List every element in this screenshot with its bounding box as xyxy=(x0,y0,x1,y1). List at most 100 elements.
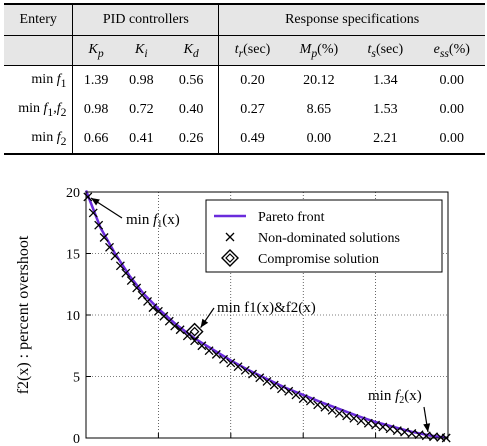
non-dominated-point xyxy=(99,233,109,242)
non-dominated-point xyxy=(334,408,344,418)
non-dominated-point xyxy=(378,422,388,432)
col-ki: Ki xyxy=(118,35,164,66)
non-dominated-point xyxy=(115,261,125,271)
non-dominated-point xyxy=(320,402,330,412)
non-dominated-point xyxy=(313,400,323,410)
compromise-point-inner xyxy=(189,326,200,337)
table-cell: 0.66 xyxy=(72,124,119,155)
plot-frame xyxy=(85,191,449,439)
annotation-min-f2: min f2(x) xyxy=(368,388,422,406)
annotation-min-f1: min f1(x) xyxy=(126,212,180,230)
non-dominated-point xyxy=(94,220,104,230)
y-tick-label: 15 xyxy=(66,248,80,263)
non-dominated-point xyxy=(392,426,402,436)
non-dominated-point xyxy=(132,283,142,293)
non-dominated-point xyxy=(240,365,250,375)
non-dominated-point xyxy=(407,428,417,438)
legend: Pareto front Non-dominated solutions Compr… xyxy=(205,199,443,273)
legend-label: Non-dominated solutions xyxy=(258,231,400,246)
table-row: min f1 1.39 0.98 0.56 0.20 20.12 1.34 0.… xyxy=(4,65,485,95)
table-cell: 0.00 xyxy=(418,124,485,155)
table-cell: 0.49 xyxy=(218,124,286,155)
annotations: min f1(x) min f1(x)&f2(x) min f2(x) xyxy=(90,197,431,433)
header-blank xyxy=(4,35,74,66)
col-mp: Mp(%) xyxy=(285,35,353,66)
table-cell: 20.12 xyxy=(303,72,335,88)
pareto-chart: 0 5 10 15 20 f2(x) : percent overshoot Paret… xyxy=(15,186,451,446)
legend-diamond-swatch xyxy=(221,249,239,267)
y-tick-label: 5 xyxy=(73,371,80,386)
row-label-min-f2: min f2 xyxy=(4,124,74,155)
non-dominated-point xyxy=(126,276,136,286)
non-dominated-point xyxy=(219,354,229,364)
table-cell: 0.00 xyxy=(285,124,353,155)
response-table: Entery PID controllers Response specific… xyxy=(4,3,485,155)
col-kp: Kp xyxy=(72,35,119,66)
non-dominated-point xyxy=(400,427,410,437)
compromise-point xyxy=(185,322,204,341)
table-cell: 0.40 xyxy=(163,95,220,124)
non-dominated-point xyxy=(298,394,308,404)
legend-cross-swatch xyxy=(225,232,235,242)
annotation-compromise: min f1(x)&f2(x) xyxy=(217,300,316,316)
non-dominated-point xyxy=(269,380,279,390)
non-dominated-point xyxy=(414,430,424,440)
y-axis-label: f2(x) : percent overshoot xyxy=(15,235,32,394)
non-dominated-point xyxy=(349,413,359,423)
annotation-compromise-arrow-head xyxy=(200,318,209,328)
legend-label: Pareto front xyxy=(258,210,325,225)
non-dominated-point xyxy=(385,424,395,434)
non-dominated-point xyxy=(284,386,294,396)
col-kd: Kd xyxy=(163,35,220,66)
table-cell: 0.72 xyxy=(129,101,154,117)
y-tick-label: 10 xyxy=(66,309,80,324)
non-dominated-point xyxy=(356,416,366,426)
table-cell: 2.21 xyxy=(352,124,419,155)
non-dominated-point xyxy=(363,418,373,428)
table-cell: 0.27 xyxy=(240,101,265,117)
table-cell: 0.00 xyxy=(439,72,465,88)
legend-label: Compromise solution xyxy=(258,252,379,267)
non-dominated-point xyxy=(233,362,243,372)
table-cell: 0.00 xyxy=(439,101,465,117)
table-cell: 0.41 xyxy=(118,124,164,155)
non-dominated-point xyxy=(327,405,337,415)
non-dominated-point xyxy=(148,303,158,313)
header-response-specifications: Response specifications xyxy=(218,3,485,36)
non-dominated-point xyxy=(83,192,93,202)
non-dominated-point xyxy=(105,242,114,252)
non-dominated-point xyxy=(121,268,131,278)
legend-box xyxy=(205,199,443,273)
table-cell: 0.98 xyxy=(129,72,154,88)
y-tick-label: 20 xyxy=(66,186,80,201)
col-tr: tr(sec) xyxy=(218,35,286,66)
non-dominated-point xyxy=(248,369,257,379)
header-entry: Entery xyxy=(4,3,74,36)
non-dominated-point xyxy=(291,390,301,400)
non-dominated-point xyxy=(88,208,98,218)
table-cell: 1.53 xyxy=(373,101,398,117)
table-cell: 0.56 xyxy=(163,65,220,95)
non-dominated-point xyxy=(226,358,236,368)
non-dominated-point xyxy=(175,325,185,335)
header-pid-controllers: PID controllers xyxy=(72,3,220,36)
non-dominated-point xyxy=(429,432,438,442)
table-row: min f1,f2 0.98 0.72 0.40 0.27 8.65 1.53 … xyxy=(4,95,485,124)
table-cell: 0.26 xyxy=(163,124,220,155)
table-cell: 1.34 xyxy=(373,72,398,88)
non-dominated-point xyxy=(305,396,315,406)
non-dominated-point xyxy=(170,321,180,331)
non-dominated-point xyxy=(197,341,207,351)
table-cell: 0.98 xyxy=(83,101,109,117)
non-dominated-point xyxy=(255,373,265,383)
y-tick-label: 0 xyxy=(73,432,80,446)
annotation-min-f2-arrow-head xyxy=(423,423,431,432)
row-label-min-f1-f2: min f1,f2 xyxy=(4,95,74,124)
table-column-header-row: Kp Ki Kd tr(sec) Mp(%) ts(sec) ess(%) xyxy=(4,35,485,66)
non-dominated-point xyxy=(182,331,192,341)
non-dominated-point xyxy=(262,376,272,386)
row-label-min-f1: min f1 xyxy=(4,65,74,95)
legend-diamond-inner xyxy=(225,253,235,263)
y-axis-ticks: 0 5 10 15 20 xyxy=(66,186,91,446)
non-dominated-point xyxy=(211,349,221,359)
